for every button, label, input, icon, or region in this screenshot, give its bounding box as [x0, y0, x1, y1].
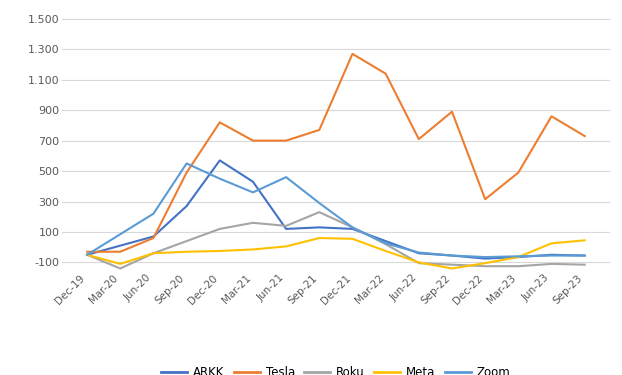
- Tesla: [315, 128, 323, 132]
- Zoom: [448, 253, 456, 258]
- ARKK: [448, 253, 456, 258]
- Meta: [514, 255, 522, 260]
- ARKK: [216, 158, 223, 163]
- ARKK: [282, 226, 290, 231]
- Roku: [282, 224, 290, 228]
- Tesla: [481, 197, 489, 201]
- Zoom: [548, 253, 555, 258]
- Meta: [548, 241, 555, 246]
- ARKK: [415, 251, 422, 255]
- Roku: [83, 252, 91, 257]
- Zoom: [382, 241, 389, 246]
- Tesla: [382, 71, 389, 76]
- Meta: [349, 237, 356, 241]
- Line: Tesla: Tesla: [87, 54, 585, 252]
- Zoom: [150, 211, 157, 216]
- Line: Zoom: Zoom: [87, 164, 585, 257]
- Zoom: [282, 175, 290, 179]
- ARKK: [481, 256, 489, 261]
- Meta: [415, 260, 422, 265]
- Meta: [481, 261, 489, 266]
- Tesla: [448, 110, 456, 114]
- Meta: [116, 262, 124, 266]
- Line: Meta: Meta: [87, 238, 585, 268]
- Tesla: [349, 52, 356, 56]
- Tesla: [150, 236, 157, 240]
- Zoom: [83, 252, 91, 257]
- Roku: [581, 262, 588, 267]
- Meta: [315, 236, 323, 240]
- Meta: [249, 247, 257, 252]
- ARKK: [83, 252, 91, 257]
- Tesla: [415, 137, 422, 141]
- Tesla: [249, 138, 257, 143]
- ARKK: [548, 252, 555, 257]
- ARKK: [315, 225, 323, 230]
- Roku: [548, 262, 555, 266]
- Roku: [249, 220, 257, 225]
- Legend: ARKK, Tesla, Roku, Meta, Zoom: ARKK, Tesla, Roku, Meta, Zoom: [161, 366, 511, 375]
- Meta: [183, 249, 190, 254]
- Zoom: [349, 225, 356, 230]
- Roku: [382, 242, 389, 246]
- Roku: [349, 225, 356, 230]
- Zoom: [581, 253, 588, 258]
- Tesla: [581, 134, 588, 138]
- ARKK: [349, 226, 356, 231]
- Tesla: [282, 138, 290, 143]
- Tesla: [216, 120, 223, 124]
- Meta: [83, 252, 91, 257]
- ARKK: [116, 243, 124, 248]
- Zoom: [116, 232, 124, 237]
- Zoom: [415, 250, 422, 255]
- Roku: [183, 239, 190, 243]
- Zoom: [183, 161, 190, 166]
- Meta: [448, 266, 456, 271]
- Zoom: [249, 190, 257, 195]
- Zoom: [481, 255, 489, 260]
- Line: ARKK: ARKK: [87, 160, 585, 259]
- Roku: [415, 261, 422, 266]
- Tesla: [83, 249, 91, 254]
- ARKK: [249, 180, 257, 184]
- Roku: [216, 226, 223, 231]
- Roku: [116, 266, 124, 271]
- Tesla: [548, 114, 555, 118]
- ARKK: [382, 239, 389, 243]
- Meta: [581, 238, 588, 243]
- Tesla: [183, 170, 190, 175]
- ARKK: [183, 204, 190, 209]
- Meta: [150, 251, 157, 255]
- Roku: [448, 262, 456, 267]
- ARKK: [150, 234, 157, 239]
- ARKK: [514, 255, 522, 260]
- Roku: [514, 264, 522, 268]
- Line: Roku: Roku: [87, 212, 585, 268]
- Meta: [216, 249, 223, 253]
- Meta: [282, 244, 290, 249]
- Tesla: [116, 249, 124, 254]
- Roku: [315, 210, 323, 214]
- Roku: [481, 264, 489, 268]
- Meta: [382, 249, 389, 253]
- Zoom: [315, 201, 323, 205]
- Tesla: [514, 170, 522, 175]
- ARKK: [581, 253, 588, 258]
- Zoom: [514, 254, 522, 258]
- Zoom: [216, 176, 223, 181]
- Roku: [150, 251, 157, 255]
